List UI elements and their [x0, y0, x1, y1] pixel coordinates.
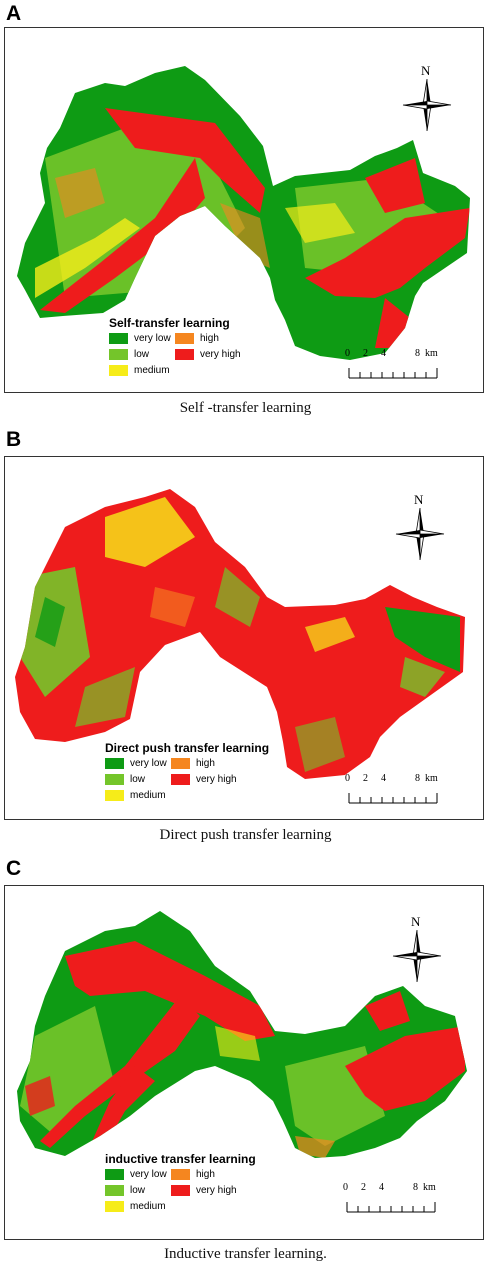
legend-item-high: high [175, 333, 219, 344]
legend-label: very high [200, 349, 241, 360]
legend-label: very low [130, 1169, 167, 1180]
legend-label: low [130, 1185, 146, 1196]
legend-label: high [196, 1169, 215, 1180]
scale-tick-label: 4 [379, 1182, 384, 1193]
panel-c-map [17, 911, 467, 1158]
legend-label: medium [130, 1201, 166, 1212]
very-low-swatch [105, 758, 124, 769]
high-swatch [171, 1169, 190, 1180]
legend-item-very-high: very high [171, 1185, 237, 1196]
panel-c-legend: inductive transfer learning very low low… [105, 1152, 280, 1217]
very-low-swatch [109, 333, 128, 344]
north-label: N [411, 914, 421, 929]
panel-b-scale-bar: 0 2 4 8 km [345, 773, 465, 813]
very-low-swatch [105, 1169, 124, 1180]
panel-b-letter: B [6, 428, 22, 451]
legend-item-low: low [109, 349, 149, 360]
medium-swatch [105, 790, 124, 801]
scale-tick-label: 0 [345, 348, 350, 359]
panel-a-legend-title: Self-transfer learning [109, 316, 230, 330]
panel-b-map [15, 489, 465, 779]
panel-b-map-frame: Direct push transfer learning very low l… [4, 456, 484, 820]
panel-c-letter: C [6, 857, 22, 880]
panel-b-legend: Direct push transfer learning very low l… [105, 741, 280, 806]
panel-b-caption: Direct push transfer learning [159, 827, 332, 843]
panel-c-caption: Inductive transfer learning. [164, 1246, 327, 1262]
scale-tick-label: 2 [363, 348, 368, 359]
legend-item-low: low [105, 1185, 145, 1196]
legend-label: low [134, 349, 150, 360]
medium-swatch [109, 365, 128, 376]
legend-item-very-low: very low [105, 1169, 167, 1180]
panel-a-map-frame: Self-transfer learning very low low medi… [4, 27, 484, 393]
legend-item-very-low: very low [105, 758, 167, 769]
legend-label: medium [134, 365, 170, 376]
scale-tick-label: 2 [363, 773, 368, 784]
legend-label: very high [196, 1185, 237, 1196]
legend-label: high [200, 333, 219, 344]
scale-tick-label: 8 [413, 1182, 418, 1193]
panel-a-caption: Self -transfer learning [179, 400, 312, 416]
north-arrow-icon: N [387, 914, 447, 984]
north-label: N [414, 492, 424, 507]
very-high-swatch [171, 1185, 190, 1196]
very-high-swatch [175, 349, 194, 360]
north-arrow-icon: N [397, 63, 457, 133]
panel-c-legend-title: inductive transfer learning [105, 1152, 256, 1166]
low-swatch [105, 774, 124, 785]
panel-a-letter: A [6, 2, 22, 25]
legend-label: low [130, 774, 146, 785]
medium-swatch [105, 1201, 124, 1212]
legend-item-very-low: very low [109, 333, 171, 344]
low-swatch [109, 349, 128, 360]
scale-tick-label: 8 [415, 348, 420, 359]
panel-b-legend-title: Direct push transfer learning [105, 741, 270, 755]
panel-c-map-frame: inductive transfer learning very low low… [4, 885, 484, 1240]
scale-unit: km [425, 773, 438, 784]
legend-item-high: high [171, 758, 215, 769]
legend-item-low: low [105, 774, 145, 785]
legend-item-medium: medium [105, 790, 166, 801]
scale-tick-label: 0 [345, 773, 350, 784]
low-swatch [105, 1185, 124, 1196]
panel-a-scale-bar: 0 2 4 8 km [345, 348, 465, 388]
legend-item-medium: medium [105, 1201, 166, 1212]
north-arrow-icon: N [390, 492, 450, 562]
north-label: N [421, 63, 431, 78]
legend-label: high [196, 758, 215, 769]
very-high-swatch [171, 774, 190, 785]
scale-tick-label: 2 [361, 1182, 366, 1193]
scale-unit: km [423, 1182, 436, 1193]
legend-item-high: high [171, 1169, 215, 1180]
panel-c-scale-bar: 0 2 4 8 km [343, 1182, 463, 1222]
scale-unit: km [425, 348, 438, 359]
legend-item-very-high: very high [175, 349, 241, 360]
scale-tick-label: 4 [381, 773, 386, 784]
legend-label: very low [130, 758, 167, 769]
high-swatch [175, 333, 194, 344]
high-swatch [171, 758, 190, 769]
legend-label: very high [196, 774, 237, 785]
legend-item-very-high: very high [171, 774, 237, 785]
panel-a-map [17, 66, 470, 360]
panel-a-legend: Self-transfer learning very low low medi… [109, 316, 284, 381]
scale-tick-label: 0 [343, 1182, 348, 1193]
legend-label: very low [134, 333, 171, 344]
scale-tick-label: 4 [381, 348, 386, 359]
legend-label: medium [130, 790, 166, 801]
legend-item-medium: medium [109, 365, 170, 376]
scale-tick-label: 8 [415, 773, 420, 784]
